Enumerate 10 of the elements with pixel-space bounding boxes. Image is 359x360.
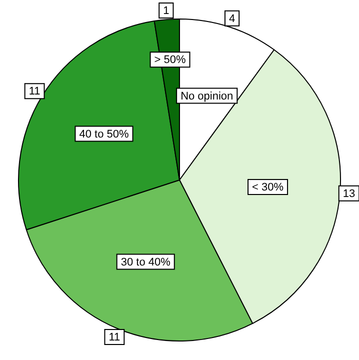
data-label: 13 xyxy=(342,188,356,200)
data-label: 4 xyxy=(228,12,236,25)
slice-label: 40 to 50% xyxy=(79,128,129,140)
data-label: 1 xyxy=(163,5,170,18)
slice-label: No opinion xyxy=(180,90,234,102)
slice-label: > 50% xyxy=(154,54,186,66)
data-label: 11 xyxy=(28,86,40,98)
slice-label: < 30% xyxy=(252,181,284,194)
slice-label: 30 to 40% xyxy=(120,256,171,268)
data-label: 11 xyxy=(108,332,120,344)
